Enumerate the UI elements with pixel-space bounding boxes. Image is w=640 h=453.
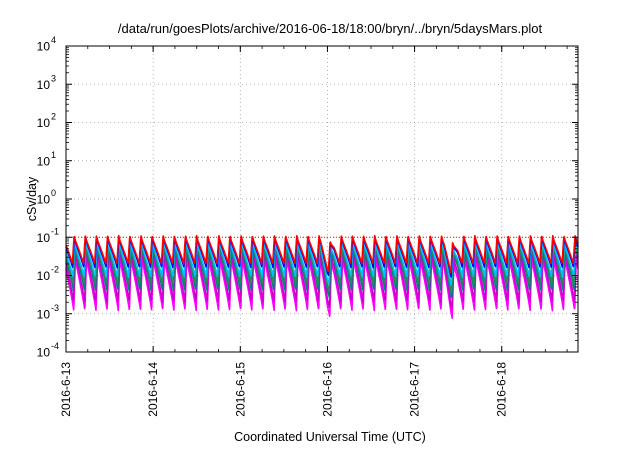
series-line [65,256,579,319]
y-tick-base: 10 [37,346,51,360]
y-tick-label: 10 [37,231,51,245]
y-tick-label: 10 [37,78,51,92]
y-tick-exponent: -1 [51,226,59,236]
series-layer [65,234,579,319]
y-tick-label: 10 [37,40,51,54]
y-tick-label: 10 [37,193,51,207]
y-tick-label: 10 [37,116,51,130]
y-tick-exponent: -3 [51,303,59,313]
y-tick-exponent: 3 [51,73,56,83]
y-tick-exponent: 2 [51,112,56,122]
chart-title: /data/run/goesPlots/archive/2016-06-18/1… [118,21,543,36]
y-tick-exponent: 0 [51,188,56,198]
y-tick-exponent: -2 [51,265,59,275]
series-line [65,234,579,274]
y-tick-exponent: 4 [51,35,56,45]
y-tick-label: 10 [37,269,51,283]
y-tick-base: 10 [37,307,51,321]
y-tick-exponent: -4 [51,341,59,351]
x-tick-label: 2016-6-15 [233,362,247,417]
x-axis-label: Coordinated Universal Time (UTC) [234,430,426,444]
y-tick-label: 10 [37,307,51,321]
y-tick-base: 10 [37,78,51,92]
y-tick-base: 10 [37,193,51,207]
y-tick-base: 10 [37,116,51,130]
x-tick-label: 2016-6-17 [408,362,422,417]
y-tick-base: 10 [37,231,51,245]
x-tick-label: 2016-6-18 [495,362,509,417]
y-tick-exponent: 1 [51,150,56,160]
y-tick-base: 10 [37,154,51,168]
plot-frame [65,45,579,353]
grid [66,46,578,352]
x-tick-label: 2016-6-13 [59,362,73,417]
y-tick-label: 10 [37,154,51,168]
x-tick-label: 2016-6-16 [320,362,334,417]
series-line [65,249,579,310]
y-tick-label: 10 [37,346,51,360]
y-tick-base: 10 [37,269,51,283]
y-tick-base: 10 [37,40,51,54]
y-axis-label: cSv/day [25,176,39,221]
x-tick-label: 2016-6-14 [146,362,160,417]
